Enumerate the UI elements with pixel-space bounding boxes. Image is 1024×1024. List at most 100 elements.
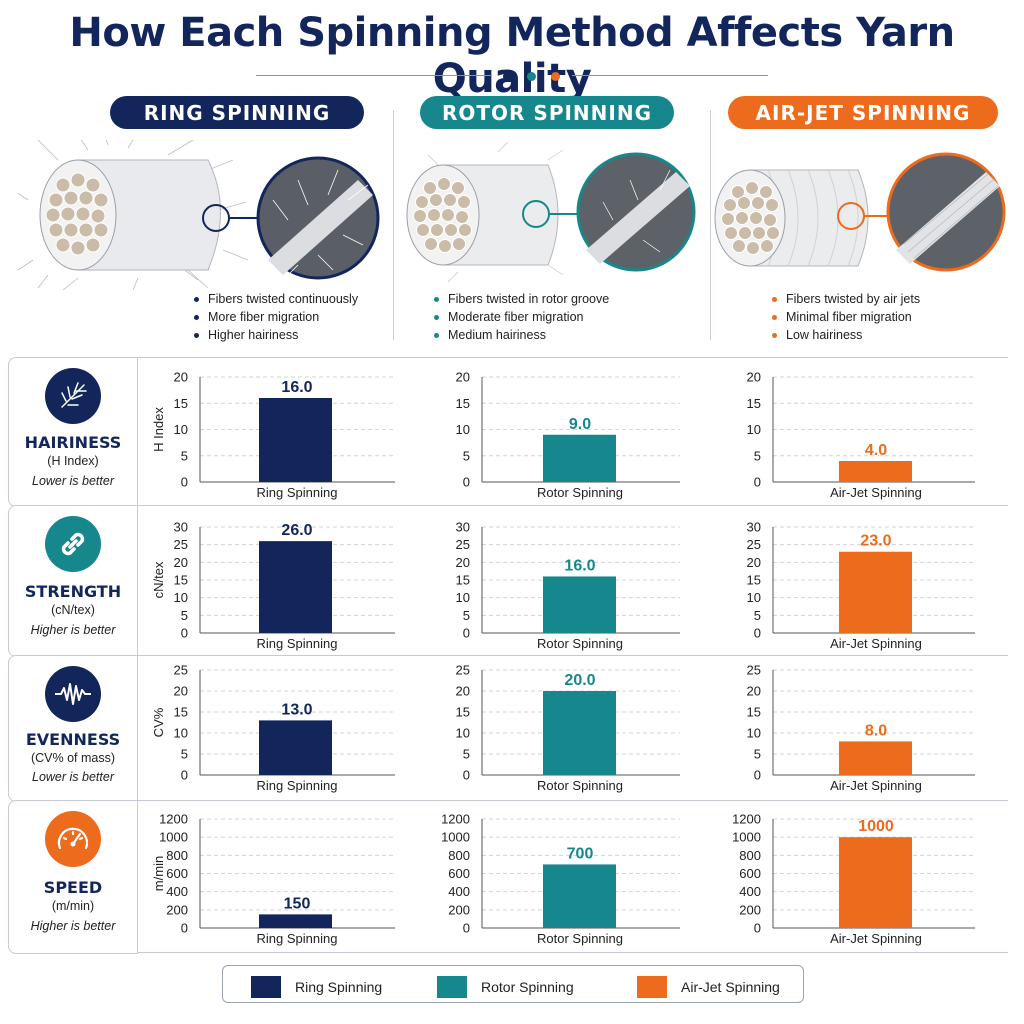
list-item: Moderate fiber migration <box>434 308 609 326</box>
y-tick-label: 20 <box>174 555 188 570</box>
y-tick-label: 10 <box>456 726 470 741</box>
y-tick-label: 20 <box>456 684 470 699</box>
y-tick-label: 10 <box>174 422 188 437</box>
data-label: 4.0 <box>865 442 887 459</box>
y-axis-label: CV% <box>151 707 166 737</box>
data-label: 23.0 <box>860 533 891 550</box>
row-divider <box>136 952 1008 953</box>
y-tick-label: 800 <box>739 848 761 863</box>
y-tick-label: 400 <box>166 884 188 899</box>
metric-box-strength: STRENGTH (cN/tex) Higher is better <box>8 505 138 657</box>
list-item: Higher hairiness <box>194 326 358 344</box>
column-separator <box>393 110 394 340</box>
airjet-yarn-illustration <box>714 152 1006 272</box>
metric-box-evenness: EVENNESS (CV% of mass) Lower is better <box>8 655 138 802</box>
y-tick-label: 200 <box>448 902 470 917</box>
y-axis-label: H Index <box>151 407 166 452</box>
metric-box-hairiness: HAIRINESS (H Index) Lower is better <box>8 357 138 507</box>
legend-label: Ring Spinning <box>295 979 383 995</box>
title-divider-left <box>256 75 492 76</box>
y-tick-label: 0 <box>754 768 761 783</box>
y-tick-label: 5 <box>181 608 188 623</box>
bar-rotor <box>543 864 616 928</box>
bar-airjet <box>839 551 912 633</box>
y-tick-label: 0 <box>181 626 188 641</box>
y-tick-label: 0 <box>181 768 188 783</box>
y-tick-label: 20 <box>747 555 761 570</box>
list-item: Medium hairiness <box>434 326 609 344</box>
y-tick-label: 25 <box>747 537 761 552</box>
bar-airjet <box>839 741 912 775</box>
ring-bullets: Fibers twisted continuously More fiber m… <box>194 290 358 344</box>
metric-unit: (H Index) <box>47 454 99 468</box>
y-tick-label: 15 <box>456 396 470 411</box>
x-tick-label: Ring Spinning <box>257 485 338 500</box>
y-tick-label: 1000 <box>441 830 470 845</box>
y-tick-label: 20 <box>747 684 761 699</box>
divider-dot-ring <box>503 72 512 81</box>
list-item: Low hairiness <box>772 326 920 344</box>
y-tick-label: 400 <box>448 884 470 899</box>
title-divider-right <box>572 75 768 76</box>
data-label: 150 <box>284 895 311 912</box>
y-tick-label: 600 <box>448 866 470 881</box>
x-tick-label: Rotor Spinning <box>537 931 623 946</box>
x-tick-label: Rotor Spinning <box>537 778 623 793</box>
y-tick-label: 1000 <box>159 830 188 845</box>
y-tick-label: 600 <box>739 866 761 881</box>
data-label: 700 <box>567 845 594 862</box>
y-tick-label: 800 <box>448 848 470 863</box>
y-tick-label: 15 <box>747 705 761 720</box>
x-tick-label: Air-Jet Spinning <box>830 636 922 651</box>
y-tick-label: 200 <box>739 902 761 917</box>
y-tick-label: 5 <box>181 747 188 762</box>
bar-rotor <box>543 576 616 633</box>
legend-item-ring: Ring Spinning <box>251 976 382 998</box>
legend-item-airjet: Air-Jet Spinning <box>637 976 780 998</box>
y-tick-label: 800 <box>166 848 188 863</box>
bar-rotor <box>543 434 616 482</box>
y-tick-label: 0 <box>463 626 470 641</box>
column-separator <box>710 110 711 340</box>
divider-dot-rotor <box>527 72 536 81</box>
waveform-icon <box>45 666 101 722</box>
y-tick-label: 0 <box>463 475 470 490</box>
y-tick-label: 200 <box>166 902 188 917</box>
y-tick-label: 30 <box>456 520 470 535</box>
y-tick-label: 1200 <box>441 812 470 827</box>
data-label: 1000 <box>858 818 894 835</box>
y-tick-label: 1200 <box>732 812 761 827</box>
y-tick-label: 25 <box>456 537 470 552</box>
hairiness-icon <box>45 368 101 424</box>
y-tick-label: 15 <box>174 573 188 588</box>
data-label: 16.0 <box>281 379 312 396</box>
y-tick-label: 1200 <box>159 812 188 827</box>
y-axis-label: cN/tex <box>151 561 166 598</box>
y-tick-label: 30 <box>174 520 188 535</box>
page-title: How Each Spinning Method Affects Yarn Qu… <box>69 10 955 102</box>
y-tick-label: 10 <box>456 422 470 437</box>
chain-link-icon <box>45 516 101 572</box>
row-divider <box>136 655 1008 656</box>
x-tick-label: Ring Spinning <box>257 636 338 651</box>
list-item: Fibers twisted by air jets <box>772 290 920 308</box>
metric-note: Lower is better <box>32 474 114 488</box>
y-tick-label: 400 <box>739 884 761 899</box>
y-tick-label: 15 <box>747 573 761 588</box>
y-tick-label: 1000 <box>732 830 761 845</box>
list-item: Fibers twisted continuously <box>194 290 358 308</box>
metric-name: STRENGTH <box>24 582 122 601</box>
metric-name: SPEED <box>43 878 103 897</box>
y-tick-label: 20 <box>456 555 470 570</box>
data-label: 8.0 <box>865 722 887 739</box>
y-tick-label: 15 <box>174 396 188 411</box>
y-tick-label: 0 <box>754 921 761 936</box>
y-tick-label: 20 <box>456 370 470 385</box>
x-tick-label: Ring Spinning <box>257 931 338 946</box>
airjet-bullets: Fibers twisted by air jets Minimal fiber… <box>772 290 920 344</box>
y-tick-label: 15 <box>456 573 470 588</box>
x-tick-label: Air-Jet Spinning <box>830 778 922 793</box>
y-tick-label: 0 <box>463 921 470 936</box>
ring-yarn-illustration <box>18 140 380 290</box>
row-divider <box>136 505 1008 506</box>
